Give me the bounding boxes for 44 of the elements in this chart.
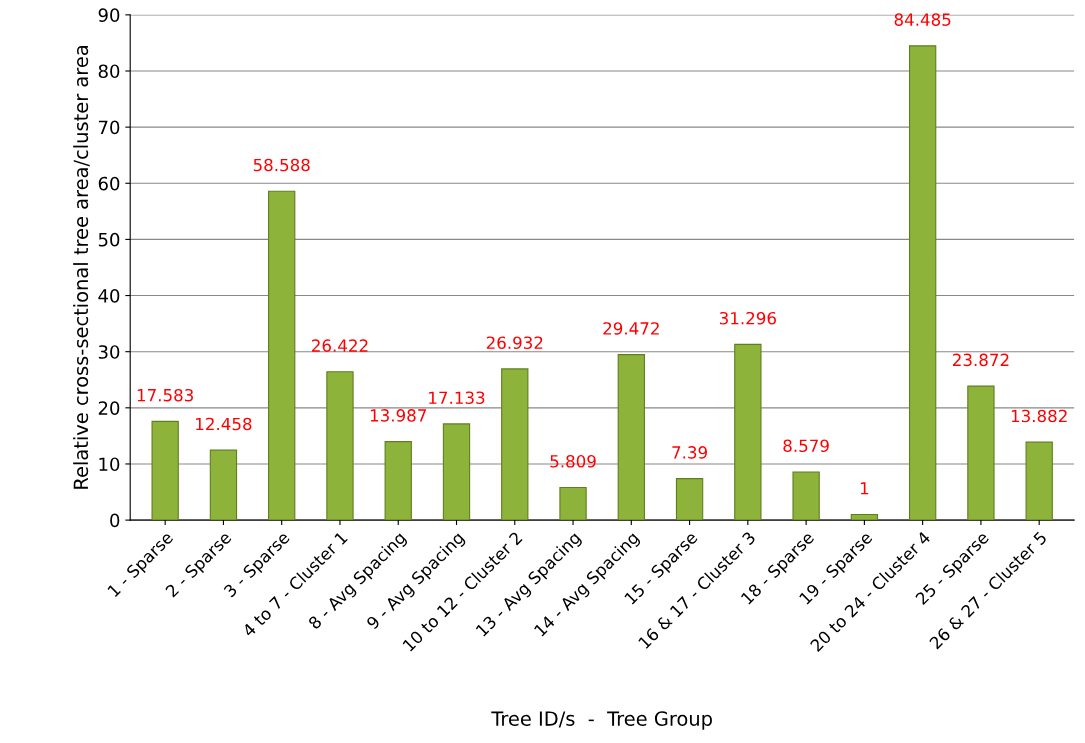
y-tick-label: 20 bbox=[98, 401, 120, 415]
bar bbox=[384, 441, 412, 521]
y-tick-label: 50 bbox=[98, 232, 120, 247]
y-tick-label: 80 bbox=[98, 64, 120, 79]
data-label: 13.882 bbox=[1011, 409, 1067, 423]
data-label: 7.39 bbox=[672, 446, 707, 459]
data-label: 29.472 bbox=[603, 322, 659, 335]
data-label: 84.485 bbox=[894, 13, 951, 26]
y-tick-label: 70 bbox=[98, 120, 120, 135]
bar bbox=[734, 343, 762, 521]
data-label: 5.809 bbox=[550, 454, 596, 468]
y-tick-label: 90 bbox=[98, 8, 120, 22]
y-axis-title: Relative cross-sectional tree area/cluster area bbox=[73, 46, 90, 489]
bar bbox=[326, 371, 354, 521]
bar bbox=[501, 368, 529, 521]
data-label: 12.458 bbox=[196, 417, 252, 431]
bar bbox=[151, 420, 179, 521]
y-tick-label: 10 bbox=[99, 457, 120, 472]
data-label: 8.579 bbox=[783, 439, 829, 453]
x-axis-title: Tree ID/s - Tree Group bbox=[491, 711, 712, 730]
bar bbox=[268, 190, 296, 521]
y-tick-label: 0 bbox=[110, 513, 120, 528]
data-label: 58.588 bbox=[253, 158, 310, 172]
bar bbox=[967, 385, 995, 521]
bar bbox=[442, 423, 471, 521]
y-tick-label: 30 bbox=[98, 345, 120, 359]
y-tick-label: 60 bbox=[98, 176, 120, 191]
data-label: 1 bbox=[860, 482, 869, 495]
data-label: 13.987 bbox=[370, 409, 426, 422]
data-label: 17.133 bbox=[429, 391, 485, 405]
y-tick-label: 40 bbox=[98, 289, 120, 303]
data-label: 31.296 bbox=[719, 311, 776, 325]
data-label: 26.422 bbox=[312, 339, 368, 352]
bar bbox=[675, 478, 704, 521]
bar bbox=[908, 45, 937, 521]
bar bbox=[850, 513, 879, 521]
bar bbox=[617, 354, 645, 521]
data-label: 17.583 bbox=[137, 388, 193, 402]
bar bbox=[792, 471, 820, 521]
bar bbox=[1025, 441, 1053, 521]
data-label: 23.872 bbox=[952, 353, 1009, 367]
data-label: 26.932 bbox=[486, 336, 543, 350]
bar bbox=[559, 486, 587, 521]
bar bbox=[209, 449, 238, 521]
